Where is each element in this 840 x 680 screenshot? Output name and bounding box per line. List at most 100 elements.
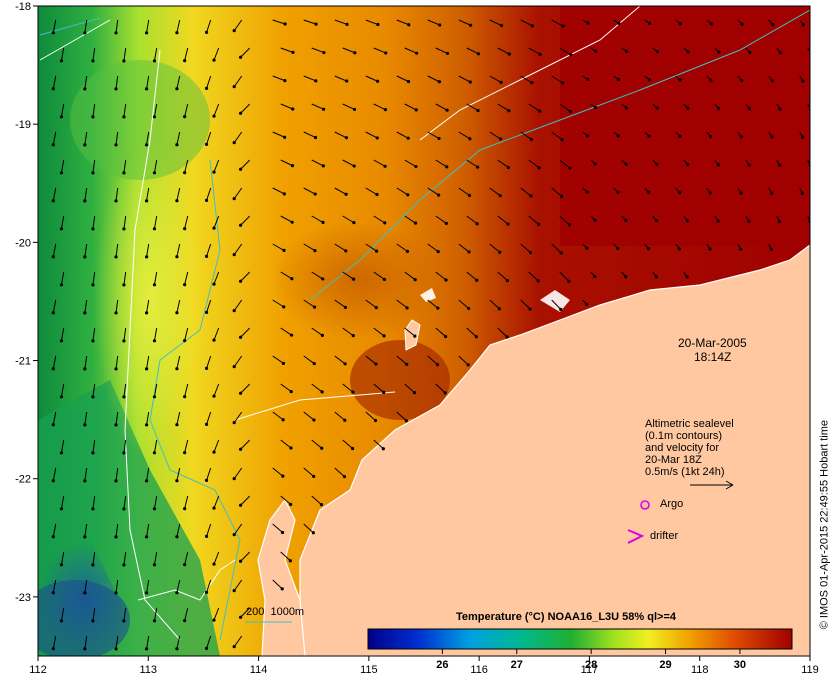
velocity-arrow-head <box>238 223 243 227</box>
velocity-arrow-head <box>114 423 118 427</box>
velocity-arrow <box>146 411 150 425</box>
velocity-arrow <box>176 187 181 201</box>
velocity-arrow <box>497 47 510 55</box>
velocity-arrow-head <box>232 645 236 649</box>
velocity-arrow <box>115 579 119 593</box>
velocity-arrow-head <box>91 59 95 63</box>
velocity-arrow-head <box>536 279 540 283</box>
velocity-arrow-head <box>413 334 417 338</box>
velocity-arrow-head <box>616 246 620 251</box>
velocity-arrow-head <box>374 305 378 310</box>
velocity-arrow-head <box>443 391 447 395</box>
velocity-arrow-head <box>59 59 64 63</box>
velocity-arrow-head <box>375 192 379 197</box>
velocity-arrow <box>396 355 408 365</box>
velocity-arrow-head <box>406 79 411 84</box>
velocity-arrow <box>206 299 212 313</box>
velocity-arrow <box>146 355 150 369</box>
velocity-arrow-head <box>322 107 326 111</box>
velocity-arrow <box>435 159 448 168</box>
velocity-arrow <box>458 187 470 196</box>
velocity-arrow <box>458 299 469 309</box>
velocity-arrow <box>146 635 150 649</box>
velocity-arrow <box>233 75 243 87</box>
velocity-arrow <box>92 495 96 509</box>
velocity-arrow <box>311 47 325 54</box>
velocity-arrow <box>458 75 471 83</box>
velocity-arrow <box>52 187 57 201</box>
velocity-arrow <box>184 495 189 509</box>
velocity-arrow <box>280 327 292 336</box>
velocity-arrow <box>303 75 316 82</box>
velocity-arrow-head <box>414 164 418 169</box>
velocity-arrow <box>520 131 532 140</box>
velocity-arrow <box>520 299 531 310</box>
x-tick-label: 112 <box>29 664 47 676</box>
x-tick-label: 114 <box>250 664 268 676</box>
velocity-arrow-head <box>83 255 87 259</box>
velocity-arrow <box>334 411 346 421</box>
velocity-arrow-head <box>83 479 87 483</box>
velocity-arrow-head <box>144 87 149 91</box>
velocity-arrow <box>404 159 417 167</box>
velocity-arrow-head <box>375 136 379 140</box>
velocity-arrow <box>206 355 212 369</box>
colorbar-tick-label: 30 <box>734 659 746 671</box>
velocity-arrow <box>280 103 293 110</box>
velocity-arrow <box>404 327 416 337</box>
velocity-arrow <box>334 131 347 139</box>
velocity-arrow <box>303 19 317 25</box>
velocity-arrow <box>52 299 57 313</box>
velocity-arrow-head <box>183 395 187 399</box>
velocity-arrow-head <box>499 80 503 84</box>
velocity-arrow-head <box>51 591 55 595</box>
velocity-arrow-head <box>212 450 216 454</box>
velocity-arrow-head <box>204 30 209 34</box>
drifter-symbol <box>627 529 645 544</box>
velocity-arrow-head <box>716 219 720 223</box>
velocity-arrow <box>551 243 562 254</box>
velocity-arrow-head <box>144 591 149 595</box>
velocity-arrow <box>60 47 65 61</box>
velocity-arrow <box>60 495 65 509</box>
velocity-arrow <box>303 523 314 534</box>
velocity-arrow <box>807 103 810 110</box>
velocity-arrow <box>272 75 286 82</box>
velocity-arrow <box>559 159 571 169</box>
velocity-arrow-head <box>175 535 179 539</box>
velocity-arrow-head <box>709 22 713 26</box>
velocity-arrow <box>559 47 572 56</box>
velocity-arrow-head <box>739 247 743 251</box>
velocity-arrow-head <box>559 307 563 311</box>
velocity-arrow-head <box>646 247 651 251</box>
velocity-arrow <box>115 131 119 145</box>
velocity-arrow-head <box>800 191 804 195</box>
velocity-arrow-head <box>716 163 720 167</box>
velocity-arrow-head <box>51 143 55 147</box>
velocity-arrow <box>272 579 283 590</box>
velocity-arrow-head <box>352 164 356 168</box>
velocity-arrow-head <box>183 227 187 231</box>
velocity-arrow-head <box>59 619 64 623</box>
velocity-arrow <box>146 579 150 593</box>
velocity-arrow <box>334 299 346 308</box>
velocity-arrow-head <box>152 451 157 455</box>
velocity-arrow-head <box>232 477 236 481</box>
velocity-arrow-head <box>114 311 118 315</box>
velocity-arrow <box>84 355 88 369</box>
velocity-arrow <box>497 215 509 225</box>
velocity-arrow <box>176 75 181 89</box>
velocity-arrow <box>184 383 189 397</box>
velocity-arrow <box>311 159 324 167</box>
velocity-arrow <box>272 411 284 421</box>
velocity-arrow-head <box>183 283 187 287</box>
velocity-arrow-head <box>351 334 355 338</box>
velocity-arrow-head <box>83 87 87 91</box>
velocity-arrow-head <box>507 109 511 113</box>
velocity-arrow <box>272 19 286 25</box>
velocity-arrow-head <box>238 167 243 171</box>
velocity-arrow <box>240 47 251 58</box>
velocity-arrow <box>153 551 158 565</box>
velocity-arrow <box>233 131 243 143</box>
velocity-arrow-head <box>51 647 55 651</box>
